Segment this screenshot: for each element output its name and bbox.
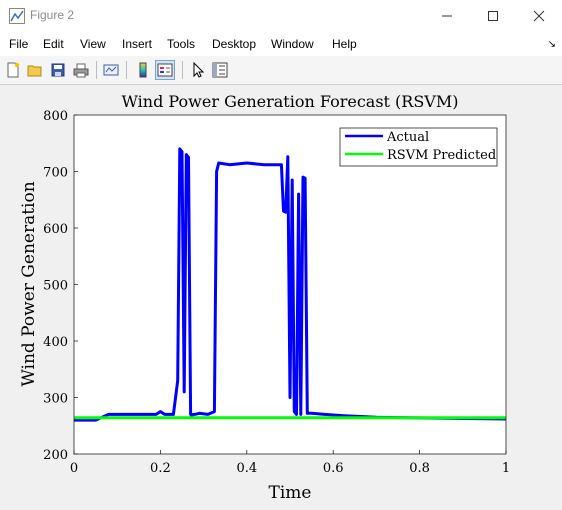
x-tick-label: 0 bbox=[70, 461, 78, 476]
new-figure-icon[interactable] bbox=[3, 60, 23, 80]
toolbar-separator bbox=[96, 61, 97, 79]
x-tick-label: 1 bbox=[502, 461, 510, 476]
x-tick-label: 0.4 bbox=[236, 461, 257, 476]
menu-bar: File Edit View Insert Tools Desktop Wind… bbox=[0, 32, 562, 56]
insert-colorbar-icon[interactable] bbox=[133, 60, 153, 80]
legend-label-actual: Actual bbox=[386, 130, 429, 145]
edit-plot-arrow-icon[interactable] bbox=[188, 60, 208, 80]
legend-box bbox=[339, 127, 498, 167]
y-tick-label: 400 bbox=[43, 335, 68, 350]
menu-file[interactable]: File bbox=[9, 37, 29, 51]
menu-edit[interactable]: Edit bbox=[43, 37, 64, 51]
menu-insert[interactable]: Insert bbox=[122, 37, 153, 51]
y-tick-label: 500 bbox=[43, 279, 68, 294]
y-axis: 200 300 400 500 600 700 800 bbox=[43, 109, 78, 463]
x-axis: 0 0.2 0.4 0.6 0.8 1 bbox=[70, 450, 510, 476]
toolbar-separator bbox=[126, 61, 127, 79]
x-tick-label: 0.6 bbox=[323, 461, 344, 476]
minimize-button[interactable] bbox=[424, 0, 470, 32]
menu-tools[interactable]: Tools bbox=[167, 37, 196, 51]
menu-view[interactable]: View bbox=[80, 37, 106, 51]
y-tick-label: 300 bbox=[43, 392, 68, 407]
toolbar-dock-arrow-icon[interactable]: ↘ bbox=[547, 39, 556, 50]
minimize-icon bbox=[442, 15, 452, 17]
window-title: Figure 2 bbox=[30, 8, 75, 22]
link-plot-icon[interactable] bbox=[101, 60, 121, 80]
menu-desktop[interactable]: Desktop bbox=[212, 37, 257, 51]
y-tick-label: 600 bbox=[43, 222, 68, 237]
maximize-icon bbox=[488, 11, 498, 21]
x-tick-label: 0.2 bbox=[150, 461, 171, 476]
y-axis-label: Wind Power Generation bbox=[19, 181, 39, 386]
open-file-icon[interactable] bbox=[25, 60, 45, 80]
maximize-button[interactable] bbox=[470, 0, 516, 32]
close-icon bbox=[533, 10, 545, 22]
y-tick-label: 800 bbox=[43, 109, 68, 124]
window-title-bar: Figure 2 bbox=[0, 0, 562, 32]
menu-help[interactable]: Help bbox=[332, 37, 357, 51]
legend[interactable]: Actual RSVM Predicted bbox=[339, 127, 498, 167]
figure-toolbar bbox=[0, 56, 562, 85]
series-group bbox=[74, 147, 507, 422]
insert-legend-icon[interactable] bbox=[155, 60, 175, 80]
print-icon[interactable] bbox=[71, 60, 91, 80]
close-button[interactable] bbox=[516, 0, 562, 32]
property-inspector-icon[interactable] bbox=[210, 60, 230, 80]
menu-window[interactable]: Window bbox=[271, 37, 314, 51]
legend-label-predicted: RSVM Predicted bbox=[387, 148, 496, 163]
y-tick-label: 200 bbox=[43, 448, 68, 463]
matlab-figure-icon bbox=[9, 8, 25, 24]
series-line-actual bbox=[74, 147, 507, 422]
y-tick-label: 700 bbox=[43, 166, 68, 181]
x-axis-label: Time bbox=[269, 483, 312, 503]
x-tick-label: 0.8 bbox=[409, 461, 430, 476]
toolbar-separator bbox=[182, 61, 183, 79]
chart-title: Wind Power Generation Forecast (RSVM) bbox=[122, 92, 459, 111]
save-icon[interactable] bbox=[48, 60, 68, 80]
